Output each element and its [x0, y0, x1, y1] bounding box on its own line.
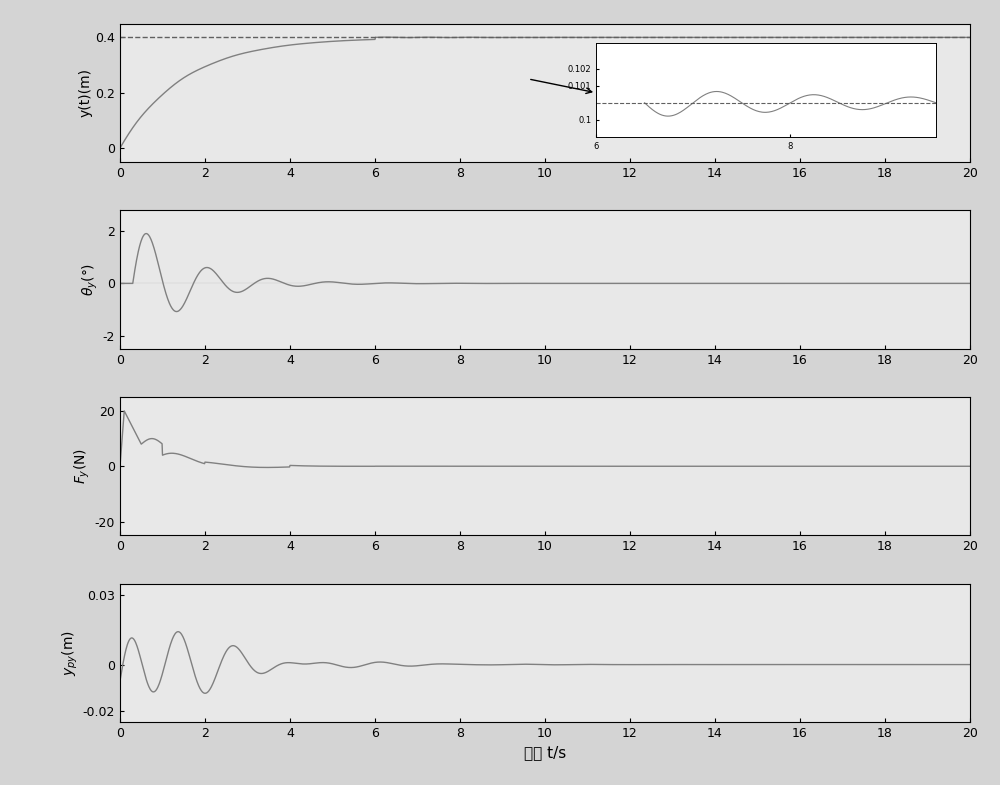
- X-axis label: 时间 t/s: 时间 t/s: [524, 746, 566, 761]
- Y-axis label: $y_{py}$(m): $y_{py}$(m): [61, 630, 80, 676]
- Y-axis label: $\theta_y$(°): $\theta_y$(°): [81, 263, 100, 296]
- Y-axis label: y(t)(m): y(t)(m): [78, 68, 92, 117]
- Y-axis label: $F_y$(N): $F_y$(N): [73, 448, 92, 484]
